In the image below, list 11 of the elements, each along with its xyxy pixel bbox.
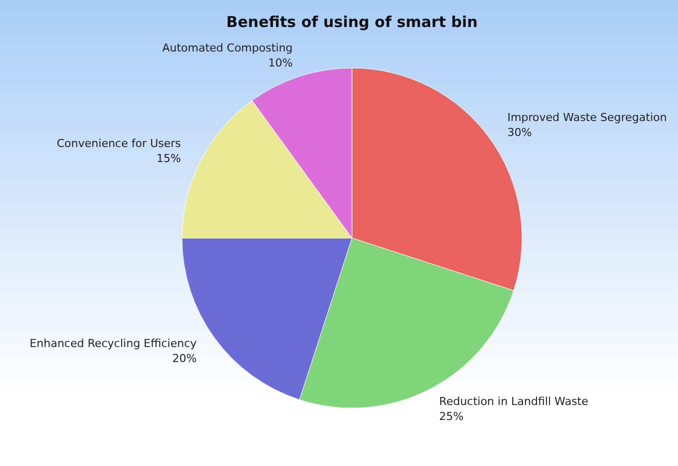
data-label: 15% [156,152,181,165]
data-label: 10% [268,56,293,70]
data-label: 25% [439,410,464,424]
slice-label: Enhanced Recycling Efficiency [30,336,198,350]
slice-label: Improved Waste Segregation [507,111,667,124]
data-label: 20% [172,352,197,365]
slice-label: Convenience for Users [56,136,182,150]
chart-title: Benefits of using of smart bin [226,13,478,31]
slice-label: Reduction in Landfill Waste [439,395,588,408]
data-label: 30% [507,126,532,140]
slice-label: Automated Composting [162,41,293,54]
